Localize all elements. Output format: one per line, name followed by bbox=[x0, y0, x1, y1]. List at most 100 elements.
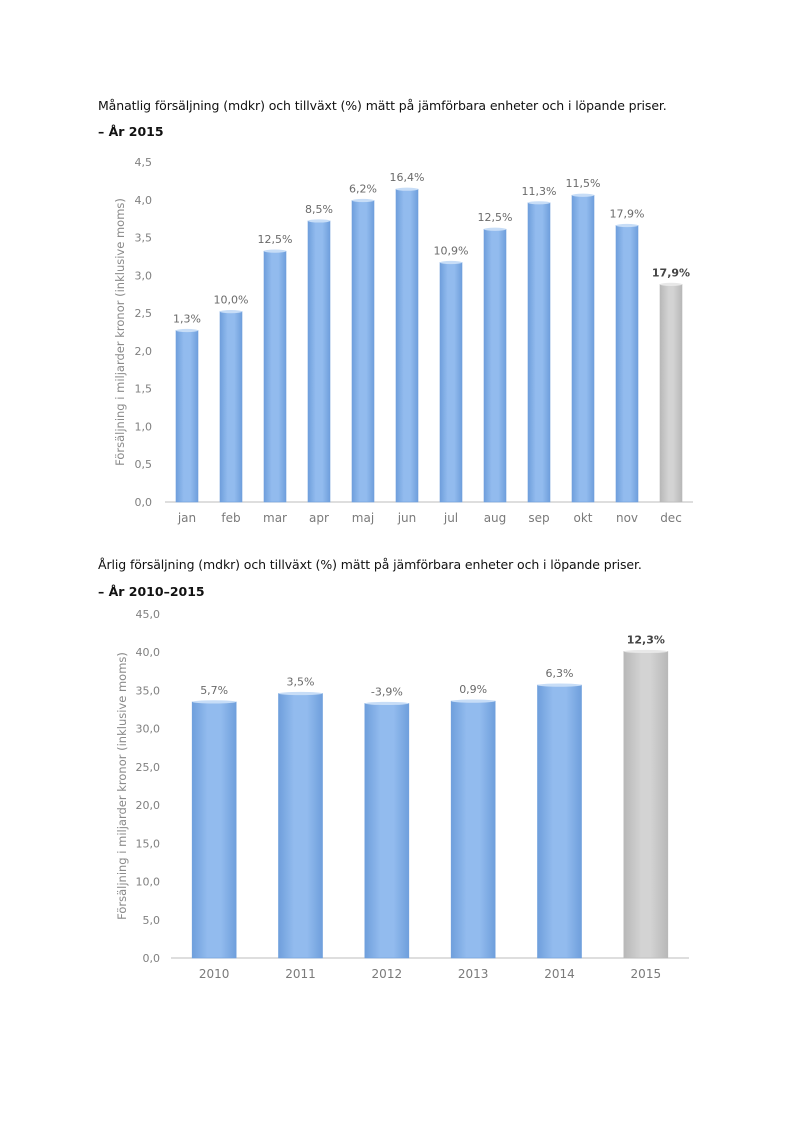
chart-1-title: Månatlig försäljning (mdkr) och tillväxt… bbox=[98, 98, 667, 113]
x-tick-label-mar: mar bbox=[263, 511, 287, 525]
data-label-mar: 12,5% bbox=[258, 233, 293, 246]
bar-top-aug bbox=[484, 227, 506, 231]
bar-top-sep bbox=[528, 201, 550, 205]
x-tick-label-2012: 2012 bbox=[372, 967, 403, 981]
data-label-jul: 10,9% bbox=[434, 244, 469, 257]
bar-2010 bbox=[191, 701, 237, 959]
data-label-2012: -3,9% bbox=[371, 685, 403, 698]
bar-top-mar bbox=[264, 249, 286, 253]
bar-jan bbox=[175, 330, 199, 503]
bar-top-2015 bbox=[623, 649, 668, 654]
bar-top-maj bbox=[352, 198, 374, 203]
x-tick-label-2010: 2010 bbox=[199, 967, 230, 981]
bar-2014 bbox=[537, 684, 582, 959]
bar-top-2014 bbox=[537, 683, 582, 687]
bar-top-jan bbox=[176, 328, 198, 333]
bar-sep bbox=[527, 202, 551, 503]
bar-top-apr bbox=[308, 219, 330, 223]
y-tick-label: 0,5 bbox=[135, 458, 153, 471]
y-tick-label: 0,0 bbox=[135, 496, 153, 509]
data-label-apr: 8,5% bbox=[305, 203, 333, 216]
data-label-jun: 16,4% bbox=[390, 171, 425, 184]
y-axis-label: Försäljning i miljarder kronor (inklusiv… bbox=[113, 198, 127, 466]
x-tick-label-aug: aug bbox=[484, 511, 507, 525]
bar-dec bbox=[659, 284, 683, 503]
data-label-maj: 6,2% bbox=[349, 183, 377, 196]
data-label-sep: 11,3% bbox=[522, 185, 557, 198]
bar-2011 bbox=[278, 693, 323, 959]
bar-top-okt bbox=[572, 193, 594, 197]
data-label-aug: 12,5% bbox=[478, 211, 513, 224]
y-tick-label: 5,0 bbox=[143, 914, 161, 927]
x-tick-label-dec: dec bbox=[660, 511, 682, 525]
x-tick-label-jan: jan bbox=[177, 511, 196, 525]
bar-jul bbox=[439, 262, 463, 503]
y-tick-label: 30,0 bbox=[136, 723, 161, 736]
bar-jun bbox=[395, 188, 419, 503]
bar-2012 bbox=[364, 703, 410, 959]
bar-top-2013 bbox=[451, 699, 496, 703]
bar-top-feb bbox=[220, 310, 242, 314]
bar-top-2010 bbox=[192, 700, 237, 704]
y-tick-label: 20,0 bbox=[136, 799, 161, 812]
x-tick-label-2011: 2011 bbox=[285, 967, 316, 981]
x-tick-label-maj: maj bbox=[352, 511, 374, 525]
bar-top-nov bbox=[616, 223, 638, 228]
bar-okt bbox=[571, 194, 595, 503]
x-tick-label-nov: nov bbox=[616, 511, 638, 525]
data-label-2010: 5,7% bbox=[200, 684, 228, 697]
x-tick-label-sep: sep bbox=[528, 511, 549, 525]
data-label-feb: 10,0% bbox=[214, 294, 249, 307]
y-tick-label: 10,0 bbox=[136, 876, 161, 889]
data-label-2013: 0,9% bbox=[459, 683, 487, 696]
data-label-okt: 11,5% bbox=[566, 177, 601, 190]
y-tick-label: 25,0 bbox=[136, 761, 161, 774]
x-tick-label-2013: 2013 bbox=[458, 967, 489, 981]
bar-aug bbox=[483, 228, 507, 503]
bar-feb bbox=[219, 311, 243, 503]
bar-nov bbox=[615, 225, 639, 503]
bar-top-dec bbox=[660, 282, 682, 286]
chart-2-title: Årlig försäljning (mdkr) och tillväxt (%… bbox=[98, 557, 642, 572]
y-tick-label: 2,5 bbox=[135, 307, 153, 320]
y-tick-label: 3,0 bbox=[135, 269, 153, 282]
bar-apr bbox=[307, 220, 331, 503]
data-label-dec: 17,9% bbox=[652, 266, 690, 279]
y-tick-label: 1,5 bbox=[135, 383, 153, 396]
y-tick-label: 45,0 bbox=[136, 608, 161, 621]
y-tick-label: 40,0 bbox=[136, 646, 161, 659]
y-tick-label: 0,0 bbox=[143, 952, 161, 965]
bar-mar bbox=[263, 250, 287, 503]
y-tick-label: 4,0 bbox=[135, 194, 153, 207]
y-tick-label: 2,0 bbox=[135, 345, 153, 358]
data-label-2014: 6,3% bbox=[546, 667, 574, 680]
x-tick-label-okt: okt bbox=[574, 511, 593, 525]
bar-2015 bbox=[623, 651, 669, 959]
data-label-jan: 1,3% bbox=[173, 312, 201, 325]
y-tick-label: 4,5 bbox=[135, 156, 153, 169]
x-tick-label-2015: 2015 bbox=[631, 967, 662, 981]
bar-top-2012 bbox=[364, 701, 409, 706]
y-tick-label: 3,5 bbox=[135, 232, 153, 245]
x-tick-label-jul: jul bbox=[443, 511, 458, 525]
y-axis-label: Försäljning i miljarder kronor (inklusiv… bbox=[115, 652, 129, 920]
bar-maj bbox=[351, 200, 375, 503]
x-tick-label-feb: feb bbox=[221, 511, 240, 525]
x-tick-label-2014: 2014 bbox=[544, 967, 575, 981]
data-label-2011: 3,5% bbox=[287, 676, 315, 689]
bar-2013 bbox=[450, 700, 496, 959]
x-tick-label-jun: jun bbox=[397, 511, 417, 525]
y-tick-label: 35,0 bbox=[136, 684, 161, 697]
y-tick-label: 15,0 bbox=[136, 837, 161, 850]
x-tick-label-apr: apr bbox=[309, 511, 329, 525]
data-label-2015: 12,3% bbox=[627, 633, 665, 646]
bar-top-jul bbox=[440, 260, 462, 265]
monthly-sales-chart: 0,0 0,5 1,0 1,5 2,0 2,5 3,0 3,5 4,0 4,5 Försäljnin… bbox=[113, 156, 693, 525]
bar-top-jun bbox=[396, 187, 418, 191]
y-tick-label: 1,0 bbox=[135, 420, 153, 433]
annual-sales-chart: 0,0 5,0 10,0 15,0 20,0 25,0 30,0 35,0 40,0 45,0 Fö… bbox=[115, 608, 689, 981]
bar-top-2011 bbox=[278, 691, 323, 696]
chart-2-subtitle: – År 2010–2015 bbox=[98, 584, 205, 599]
data-label-nov: 17,9% bbox=[610, 207, 645, 220]
chart-1-subtitle: – År 2015 bbox=[98, 124, 164, 139]
